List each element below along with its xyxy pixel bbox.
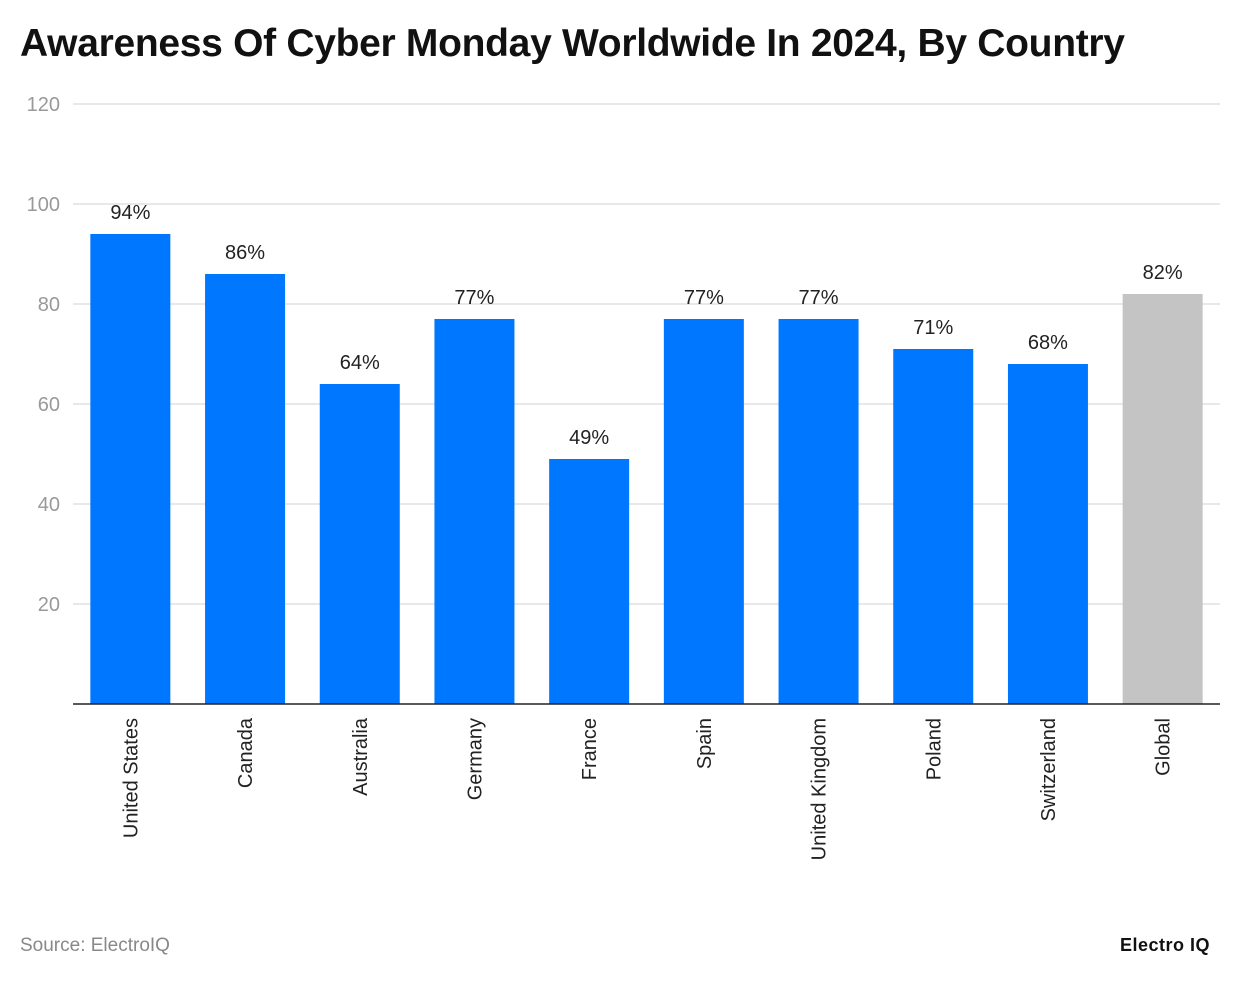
x-tick-label: United Kingdom <box>809 718 831 860</box>
x-tick-label: United States <box>120 718 142 838</box>
data-label: 71% <box>913 317 953 339</box>
bar <box>319 384 400 704</box>
brand-logo: Electro IQ <box>1119 935 1210 955</box>
x-tick-label: Australia <box>350 717 372 796</box>
y-tick-label: 100 <box>27 194 60 216</box>
chart-title: Awareness Of Cyber Monday Worldwide In 2… <box>20 22 1125 65</box>
data-label: 94% <box>110 202 150 224</box>
source-note: Source: ElectroIQ <box>20 935 170 956</box>
y-tick-label: 120 <box>27 94 60 116</box>
bar <box>778 319 859 704</box>
y-tick-label: 20 <box>38 594 60 616</box>
data-label: 82% <box>1143 262 1183 284</box>
data-label: 77% <box>454 287 494 309</box>
bar <box>893 349 974 704</box>
y-tick-label: 60 <box>38 394 60 416</box>
bar <box>1122 294 1203 704</box>
x-tick-label: Germany <box>464 718 486 800</box>
x-tick-label: Poland <box>923 718 945 780</box>
bar <box>434 319 515 704</box>
x-tick-label: Spain <box>694 718 716 769</box>
bar <box>549 459 630 704</box>
y-tick-label: 80 <box>38 294 60 316</box>
bar <box>90 234 171 704</box>
x-tick-label: France <box>579 718 601 780</box>
y-tick-label: 40 <box>38 494 60 516</box>
bar <box>205 274 286 704</box>
data-label: 68% <box>1028 332 1068 354</box>
x-tick-label: Canada <box>235 717 257 788</box>
data-label: 64% <box>340 352 380 374</box>
bar <box>1007 364 1088 704</box>
x-tick-label: Switzerland <box>1038 718 1060 821</box>
x-tick-label: Global <box>1153 718 1175 776</box>
bar <box>663 319 744 704</box>
data-label: 77% <box>799 287 839 309</box>
data-label: 49% <box>569 427 609 449</box>
data-label: 77% <box>684 287 724 309</box>
data-label: 86% <box>225 242 265 264</box>
